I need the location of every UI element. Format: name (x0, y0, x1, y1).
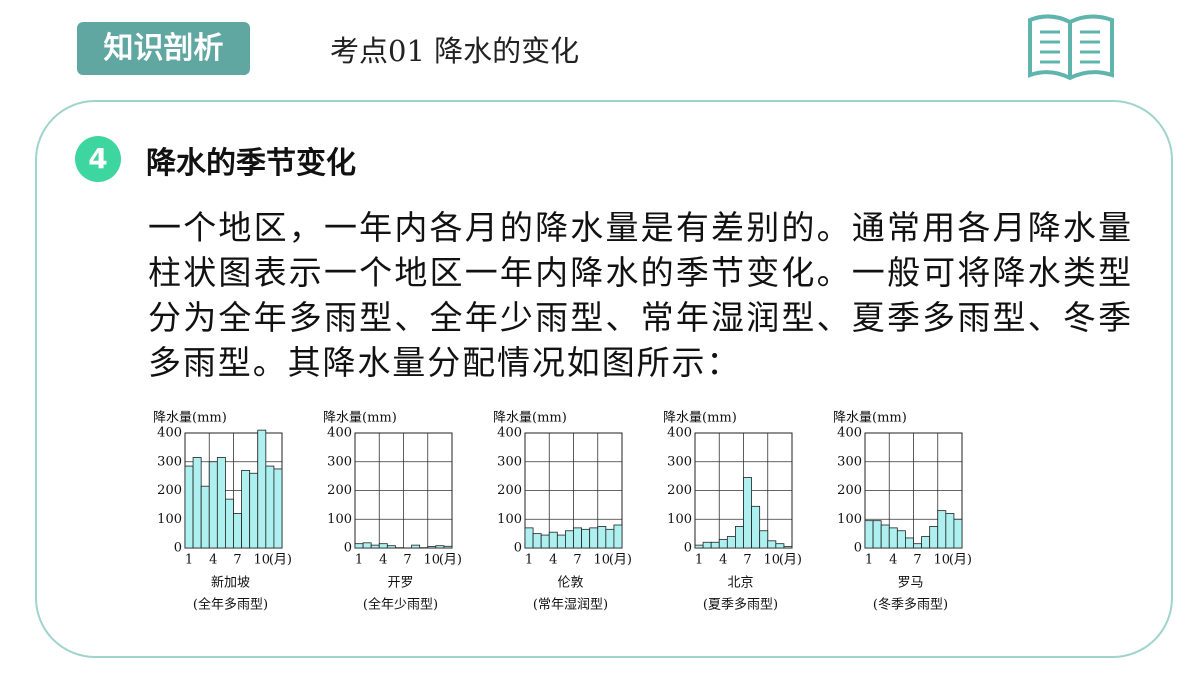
bar (775, 543, 785, 549)
x-axis-unit: (月) (609, 553, 632, 568)
bar (273, 468, 283, 549)
bar (751, 505, 761, 549)
x-tick-label: 7 (233, 553, 241, 568)
y-tick-label: 0 (514, 541, 522, 556)
y-tick-label: 200 (497, 483, 522, 498)
y-tick-label: 400 (327, 426, 352, 441)
x-tick-label: 4 (379, 553, 387, 568)
bar (953, 518, 963, 549)
x-tick-label: 10 (594, 553, 611, 568)
y-tick-label: 200 (157, 483, 182, 498)
book-icon (1028, 14, 1114, 81)
y-tick-label: 300 (497, 454, 522, 469)
y-tick-label: 400 (837, 426, 862, 441)
x-tick-label: 1 (865, 553, 873, 568)
x-axis-unit: (月) (439, 553, 462, 568)
chart-name: 新加坡 (211, 575, 250, 591)
chart-name: 开罗 (387, 576, 413, 591)
bar (759, 530, 769, 549)
x-tick-label: 10 (424, 553, 441, 568)
y-tick-label: 0 (854, 541, 862, 556)
chart-subtitle: (夏季多雨型) (703, 597, 778, 613)
x-tick-label: 4 (549, 553, 557, 568)
chart-subtitle: (全年少雨型) (363, 597, 438, 613)
x-tick-label: 7 (913, 553, 921, 568)
x-axis-unit: (月) (949, 553, 972, 568)
bar (386, 545, 396, 549)
x-axis-unit: (月) (779, 553, 802, 568)
x-tick-label: 1 (185, 553, 193, 568)
section-heading: 降水的季节变化 (146, 146, 356, 181)
chart-name: 伦敦 (557, 575, 583, 591)
y-tick-label: 400 (157, 426, 182, 441)
y-tick-label: 0 (344, 541, 352, 556)
y-tick-label: 0 (684, 541, 692, 556)
y-tick-label: 0 (174, 541, 182, 556)
bar (613, 524, 623, 549)
x-axis-unit: (月) (269, 553, 292, 568)
bar (783, 546, 793, 549)
y-tick-label: 400 (497, 426, 522, 441)
y-tick-label: 200 (667, 483, 692, 498)
x-tick-label: 10 (764, 553, 781, 568)
x-tick-label: 1 (355, 553, 363, 568)
y-axis-label: 降水量(mm) (153, 411, 227, 426)
x-tick-label: 7 (743, 553, 751, 568)
y-axis-label: 降水量(mm) (323, 411, 397, 426)
paragraph: 一个地区，一年内各月的降水量是有差别的。通常用各月降水量柱状图表示一个地区一年内… (148, 208, 1133, 382)
x-tick-label: 10 (254, 553, 271, 568)
y-axis-label: 降水量(mm) (493, 411, 567, 426)
bar (443, 545, 453, 549)
x-tick-label: 7 (403, 553, 411, 568)
y-tick-label: 200 (837, 483, 862, 498)
y-tick-label: 400 (667, 426, 692, 441)
x-tick-label: 10 (934, 553, 951, 568)
x-tick-label: 4 (719, 553, 727, 568)
x-tick-label: 4 (209, 553, 217, 568)
y-tick-label: 100 (837, 512, 862, 527)
bar (905, 537, 914, 549)
y-tick-label: 300 (327, 454, 352, 469)
badge: 知识剖析 (77, 22, 250, 75)
x-tick-label: 1 (695, 553, 703, 568)
x-tick-label: 7 (573, 553, 581, 568)
x-tick-label: 4 (889, 553, 897, 568)
section-number: 4 (75, 136, 121, 182)
chart-subtitle: (常年湿润型) (533, 598, 608, 613)
y-axis-label: 降水量(mm) (833, 411, 907, 426)
y-tick-label: 100 (327, 512, 352, 527)
chart-subtitle: (全年多雨型) (193, 597, 268, 613)
x-tick-label: 1 (525, 553, 533, 568)
page-title: 考点01 降水的变化 (330, 34, 580, 68)
y-axis-label: 降水量(mm) (663, 411, 737, 426)
bar (411, 544, 421, 549)
chart-name: 北京 (727, 576, 753, 591)
panel (35, 100, 1173, 658)
y-tick-label: 100 (667, 512, 692, 527)
y-tick-label: 300 (157, 454, 182, 469)
chart-subtitle: (冬季多雨型) (873, 597, 948, 613)
y-tick-label: 200 (327, 483, 352, 498)
y-tick-label: 300 (667, 454, 692, 469)
chart-name: 罗马 (897, 576, 923, 591)
y-tick-label: 100 (157, 512, 182, 527)
y-tick-label: 100 (497, 512, 522, 527)
y-tick-label: 300 (837, 454, 862, 469)
